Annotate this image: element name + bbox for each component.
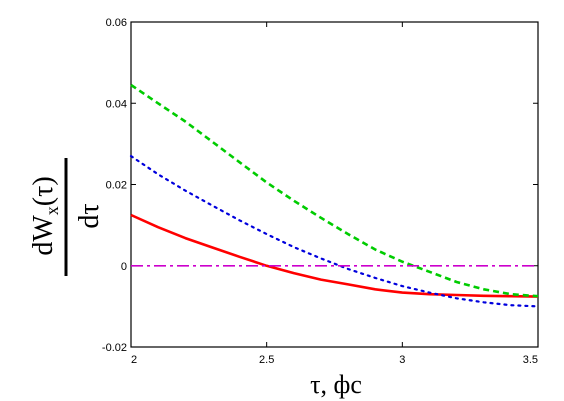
series-line-dashed (130, 83, 539, 298)
plot-frame (130, 21, 539, 348)
y-label-subscript: x (42, 206, 62, 215)
series-line-solid (130, 213, 539, 298)
y-tick-label: 0.04 (106, 98, 127, 110)
x-axis-label: τ, фс (310, 370, 362, 399)
plot-area: -0.02 0 0.02 0.04 0.06 2 2.5 3 3.5 (102, 17, 540, 366)
y-tick-label: 0.06 (106, 17, 127, 29)
y-label-numerator: dWx(τ) (28, 176, 62, 255)
y-label-dw: dW (28, 215, 59, 256)
y-tick-label: 0.02 (106, 180, 127, 192)
y-label-denominator: dτ (74, 203, 105, 228)
x-tick-label: 3 (399, 354, 405, 366)
y-axis-label: dWx(τ) dτ (28, 158, 105, 276)
y-tick-label: 0 (121, 261, 127, 273)
y-tick-label: -0.02 (102, 342, 127, 354)
y-label-argument: (τ) (28, 176, 59, 206)
series-line-dotted (129, 155, 540, 308)
x-tick-label: 2.5 (259, 354, 274, 366)
x-tick-label: 2 (131, 354, 137, 366)
x-tick-label: 3.5 (523, 354, 538, 366)
